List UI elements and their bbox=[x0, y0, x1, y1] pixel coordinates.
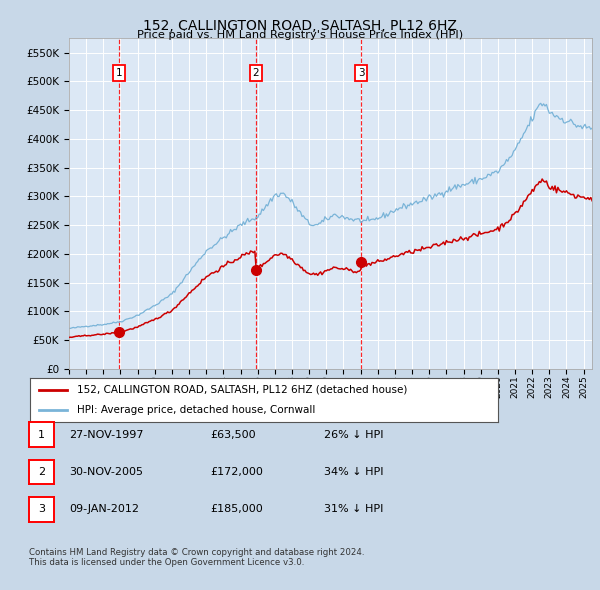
Text: 3: 3 bbox=[358, 68, 364, 78]
Text: 31% ↓ HPI: 31% ↓ HPI bbox=[324, 504, 383, 514]
Text: £185,000: £185,000 bbox=[210, 504, 263, 514]
Text: 30-NOV-2005: 30-NOV-2005 bbox=[69, 467, 143, 477]
Text: 26% ↓ HPI: 26% ↓ HPI bbox=[324, 430, 383, 440]
Text: 2: 2 bbox=[253, 68, 259, 78]
Text: Price paid vs. HM Land Registry's House Price Index (HPI): Price paid vs. HM Land Registry's House … bbox=[137, 30, 463, 40]
Text: 3: 3 bbox=[38, 504, 45, 514]
Text: 1: 1 bbox=[38, 430, 45, 440]
Text: 1: 1 bbox=[115, 68, 122, 78]
Text: 27-NOV-1997: 27-NOV-1997 bbox=[69, 430, 143, 440]
Text: 2: 2 bbox=[38, 467, 45, 477]
Text: 34% ↓ HPI: 34% ↓ HPI bbox=[324, 467, 383, 477]
Text: Contains HM Land Registry data © Crown copyright and database right 2024.
This d: Contains HM Land Registry data © Crown c… bbox=[29, 548, 364, 567]
Text: HPI: Average price, detached house, Cornwall: HPI: Average price, detached house, Corn… bbox=[77, 405, 315, 415]
Text: 152, CALLINGTON ROAD, SALTASH, PL12 6HZ (detached house): 152, CALLINGTON ROAD, SALTASH, PL12 6HZ … bbox=[77, 385, 407, 395]
Text: £172,000: £172,000 bbox=[210, 467, 263, 477]
Text: 09-JAN-2012: 09-JAN-2012 bbox=[69, 504, 139, 514]
Text: £63,500: £63,500 bbox=[210, 430, 256, 440]
Text: 152, CALLINGTON ROAD, SALTASH, PL12 6HZ: 152, CALLINGTON ROAD, SALTASH, PL12 6HZ bbox=[143, 19, 457, 33]
